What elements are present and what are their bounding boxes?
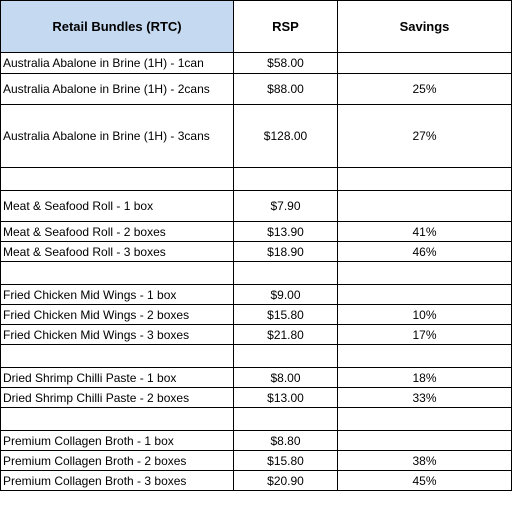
savings-cell: 25% — [337, 73, 512, 105]
rsp-cell: $58.00 — [233, 52, 338, 74]
product-name-cell: Australia Abalone in Brine (1H) - 2cans — [0, 73, 234, 105]
savings-cell — [337, 167, 512, 191]
rsp-cell: $9.00 — [233, 284, 338, 305]
table-row: Dried Shrimp Chilli Paste - 2 boxes $13.0… — [0, 387, 512, 408]
savings-cell: 41% — [337, 221, 512, 242]
table-row: Meat & Seafood Roll - 1 box $7.90 — [0, 190, 512, 222]
rsp-cell — [233, 407, 338, 431]
table-row: Premium Collagen Broth - 1 box $8.80 — [0, 430, 512, 451]
savings-cell — [337, 52, 512, 74]
table-row: Meat & Seafood Roll - 3 boxes $18.90 46% — [0, 241, 512, 262]
product-name-cell: Dried Shrimp Chilli Paste - 2 boxes — [0, 387, 234, 408]
product-name-cell: Fried Chicken Mid Wings - 1 box — [0, 284, 234, 305]
savings-cell — [337, 261, 512, 285]
rsp-cell: $8.80 — [233, 430, 338, 451]
savings-cell: 45% — [337, 470, 512, 491]
table-row: Premium Collagen Broth - 2 boxes $15.80 38… — [0, 450, 512, 471]
product-name-cell: Premium Collagen Broth - 1 box — [0, 430, 234, 451]
product-name-cell: Australia Abalone in Brine (1H) - 3cans — [0, 104, 234, 168]
product-name-cell: Meat & Seafood Roll - 2 boxes — [0, 221, 234, 242]
rsp-cell: $20.90 — [233, 470, 338, 491]
product-name-cell: Meat & Seafood Roll - 1 box — [0, 190, 234, 222]
product-name-cell: Meat & Seafood Roll - 3 boxes — [0, 241, 234, 262]
product-name-cell — [0, 167, 234, 191]
product-name-cell: Premium Collagen Broth - 3 boxes — [0, 470, 234, 491]
savings-cell — [337, 407, 512, 431]
table-row: Fried Chicken Mid Wings - 3 boxes $21.80 1… — [0, 324, 512, 345]
header-savings: Savings — [337, 0, 512, 53]
savings-cell: 10% — [337, 304, 512, 325]
product-name-cell: Fried Chicken Mid Wings - 2 boxes — [0, 304, 234, 325]
savings-cell — [337, 430, 512, 451]
rsp-cell: $128.00 — [233, 104, 338, 168]
savings-cell: 27% — [337, 104, 512, 168]
table-row — [0, 261, 512, 285]
product-name-cell: Premium Collagen Broth - 2 boxes — [0, 450, 234, 471]
rsp-cell — [233, 344, 338, 368]
table-row: Meat & Seafood Roll - 2 boxes $13.90 41% — [0, 221, 512, 242]
table-row: Dried Shrimp Chilli Paste - 1 box $8.00 18… — [0, 367, 512, 388]
table-row: Premium Collagen Broth - 3 boxes $20.90 45… — [0, 470, 512, 491]
table-body: Australia Abalone in Brine (1H) - 1can $5… — [0, 52, 512, 491]
rsp-cell: $88.00 — [233, 73, 338, 105]
savings-cell: 46% — [337, 241, 512, 262]
rsp-cell: $8.00 — [233, 367, 338, 388]
product-name-cell: Australia Abalone in Brine (1H) - 1can — [0, 52, 234, 74]
table-row: Australia Abalone in Brine (1H) - 2cans $… — [0, 73, 512, 105]
rsp-cell — [233, 167, 338, 191]
rsp-cell: $13.90 — [233, 221, 338, 242]
product-name-cell: Fried Chicken Mid Wings - 3 boxes — [0, 324, 234, 345]
savings-cell: 18% — [337, 367, 512, 388]
product-name-cell — [0, 344, 234, 368]
table-row: Australia Abalone in Brine (1H) - 1can $5… — [0, 52, 512, 74]
savings-cell: 17% — [337, 324, 512, 345]
savings-cell — [337, 284, 512, 305]
table-row: Australia Abalone in Brine (1H) - 3cans $… — [0, 104, 512, 168]
retail-bundles-table: Retail Bundles (RTC) RSP Savings Austral… — [0, 0, 512, 491]
product-name-cell — [0, 261, 234, 285]
product-name-cell — [0, 407, 234, 431]
rsp-cell: $18.90 — [233, 241, 338, 262]
header-rsp: RSP — [233, 0, 338, 53]
header-retail-bundles: Retail Bundles (RTC) — [0, 0, 234, 53]
savings-cell: 33% — [337, 387, 512, 408]
rsp-cell: $13.00 — [233, 387, 338, 408]
table-row: Fried Chicken Mid Wings - 1 box $9.00 — [0, 284, 512, 305]
table-row — [0, 407, 512, 431]
savings-cell — [337, 190, 512, 222]
rsp-cell — [233, 261, 338, 285]
table-row — [0, 167, 512, 191]
table-row — [0, 344, 512, 368]
header-row: Retail Bundles (RTC) RSP Savings — [0, 0, 512, 53]
rsp-cell: $21.80 — [233, 324, 338, 345]
savings-cell — [337, 344, 512, 368]
rsp-cell: $15.80 — [233, 450, 338, 471]
savings-cell: 38% — [337, 450, 512, 471]
product-name-cell: Dried Shrimp Chilli Paste - 1 box — [0, 367, 234, 388]
rsp-cell: $7.90 — [233, 190, 338, 222]
rsp-cell: $15.80 — [233, 304, 338, 325]
table-row: Fried Chicken Mid Wings - 2 boxes $15.80 1… — [0, 304, 512, 325]
